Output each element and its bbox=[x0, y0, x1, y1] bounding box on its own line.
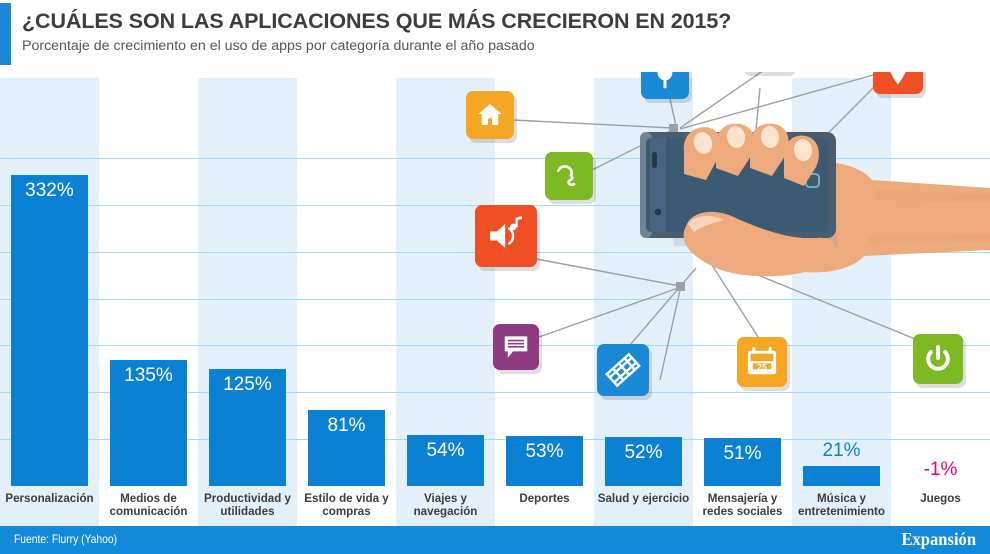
footer: Fuente: Flurry (Yahoo) Expansión bbox=[0, 526, 990, 554]
x-axis-label: Deportes bbox=[519, 492, 570, 505]
x-axis-label: Medios de comunicación bbox=[109, 492, 188, 518]
x-axis-label-cell: Productividad y utilidades bbox=[198, 486, 297, 532]
bar[interactable] bbox=[703, 438, 782, 486]
bar-value-label: 51% bbox=[723, 443, 762, 465]
calendar-icon: 25 bbox=[737, 337, 787, 387]
x-axis-label: Estilo de vida y compras bbox=[304, 492, 389, 518]
source-label: Fuente: Flurry (Yahoo) bbox=[14, 532, 118, 546]
bar-value-label: 135% bbox=[124, 364, 173, 386]
gridline bbox=[0, 392, 990, 394]
bar[interactable] bbox=[406, 435, 485, 486]
x-axis-label-cell: Estilo de vida y compras bbox=[297, 486, 396, 532]
bar-column[interactable]: 81% bbox=[297, 78, 396, 486]
x-axis-label-cell: Música y entretenimiento bbox=[792, 486, 891, 532]
x-axis-label: Salud y ejercicio bbox=[597, 492, 690, 505]
bar-column[interactable]: 54% bbox=[396, 78, 495, 486]
x-axis-label: Productividad y utilidades bbox=[204, 492, 291, 518]
x-axis-label-cell: Personalización bbox=[0, 486, 99, 532]
bar[interactable] bbox=[802, 466, 881, 486]
bar-column[interactable]: 52% bbox=[594, 78, 693, 486]
bar[interactable] bbox=[10, 174, 89, 486]
x-axis-label: Personalización bbox=[5, 492, 94, 505]
chat-bubble-icon bbox=[493, 324, 539, 370]
bar[interactable] bbox=[307, 410, 386, 486]
bar-value-label: 53% bbox=[525, 441, 564, 463]
brand-logo: Expansión bbox=[901, 529, 976, 549]
bar-column[interactable]: 51% bbox=[693, 78, 792, 486]
bar[interactable] bbox=[208, 368, 287, 486]
hand-holding-smartphone bbox=[620, 118, 990, 298]
bar[interactable] bbox=[505, 436, 584, 486]
bar-series: 332% 135% 125% 81% 54% 53% 52% 51% 21% -1% bbox=[0, 78, 990, 490]
page-title: ¿CUÁLES SON LAS APLICACIONES QUE MÁS CRE… bbox=[22, 9, 732, 33]
bar-column[interactable]: 332% bbox=[0, 78, 99, 486]
page-subtitle: Porcentaje de crecimiento en el uso de a… bbox=[22, 38, 535, 54]
x-axis-labels: Personalización Medios de comunicación Prod… bbox=[0, 486, 990, 532]
accent-bar bbox=[0, 3, 11, 65]
x-axis-label: Juegos bbox=[920, 492, 961, 505]
x-axis-label: Música y entretenimiento bbox=[798, 492, 885, 518]
bar[interactable] bbox=[604, 437, 683, 486]
gridline bbox=[0, 158, 990, 160]
bar-column[interactable]: 125% bbox=[198, 78, 297, 486]
x-axis-label: Mensajería y redes sociales bbox=[702, 492, 783, 518]
bar-column[interactable]: 53% bbox=[495, 78, 594, 486]
bar-value-label: 332% bbox=[25, 179, 74, 201]
home-icon bbox=[466, 91, 514, 139]
calendar-day: 25 bbox=[757, 362, 767, 372]
bar[interactable] bbox=[109, 359, 188, 486]
x-axis-label-cell: Medios de comunicación bbox=[99, 486, 198, 532]
bar-value-label: 81% bbox=[327, 415, 366, 437]
power-button-icon bbox=[913, 334, 963, 384]
x-axis-label-cell: Deportes bbox=[495, 486, 594, 532]
x-axis-label: Viajes y navegación bbox=[413, 492, 478, 518]
bar-value-label: 54% bbox=[426, 440, 465, 462]
film-strip-icon bbox=[597, 344, 649, 396]
gridline bbox=[0, 439, 990, 441]
bar-column[interactable]: 21% bbox=[792, 78, 891, 486]
bar-value-label: -1% bbox=[923, 459, 958, 480]
gridline bbox=[0, 298, 990, 300]
x-axis-label-cell: Salud y ejercicio bbox=[594, 486, 693, 532]
x-axis-label-cell: Viajes y navegación bbox=[396, 486, 495, 532]
bar-value-label: 125% bbox=[223, 373, 272, 395]
column-band bbox=[396, 78, 495, 486]
x-axis-label-cell: Mensajería y redes sociales bbox=[693, 486, 792, 532]
music-speaker-icon bbox=[475, 205, 537, 267]
bar-value-label: 52% bbox=[624, 442, 663, 464]
bar-value-label: 21% bbox=[822, 440, 861, 462]
phone-call-icon bbox=[545, 152, 593, 200]
bar-column[interactable]: 135% bbox=[99, 78, 198, 486]
header: ¿CUÁLES SON LAS APLICACIONES QUE MÁS CRE… bbox=[0, 0, 990, 72]
x-axis-label-cell: Juegos bbox=[891, 486, 990, 532]
